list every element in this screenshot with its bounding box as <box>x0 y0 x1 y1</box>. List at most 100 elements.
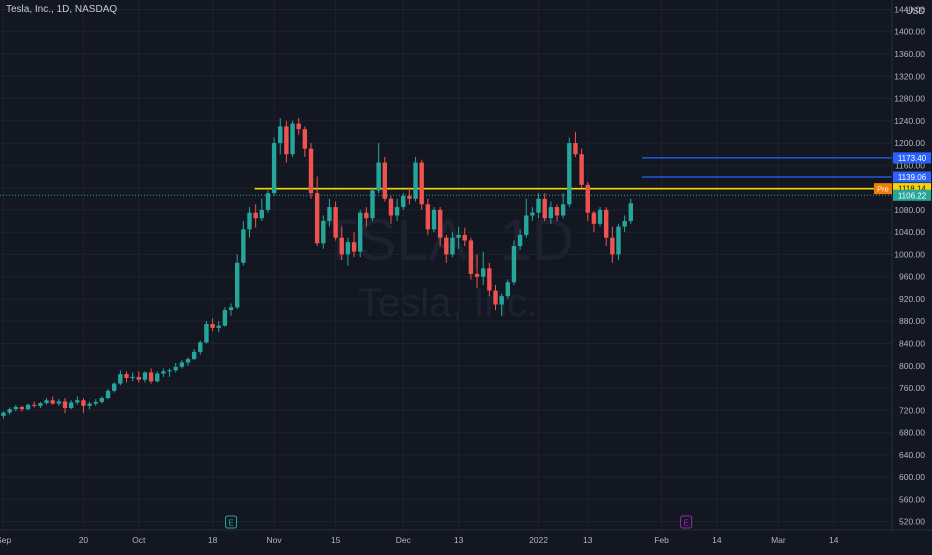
candle-up[interactable] <box>93 399 98 406</box>
candle-down[interactable] <box>610 226 615 263</box>
candle-up[interactable] <box>235 254 240 309</box>
candle-up[interactable] <box>499 293 504 316</box>
candle-down[interactable] <box>388 195 394 224</box>
candle-up[interactable] <box>394 198 400 222</box>
candle-down[interactable] <box>339 226 344 260</box>
candle-down[interactable] <box>124 371 129 383</box>
candle-up[interactable] <box>560 193 566 219</box>
candle-up[interactable] <box>567 137 572 208</box>
candle-up[interactable] <box>1 411 6 419</box>
candle-up[interactable] <box>130 372 135 382</box>
candle-up[interactable] <box>327 198 332 227</box>
candle-down[interactable] <box>136 371 141 383</box>
candle-up[interactable] <box>259 198 264 222</box>
candle-down[interactable] <box>425 198 431 235</box>
candle-down[interactable] <box>50 396 55 405</box>
candle-down[interactable] <box>542 193 547 222</box>
candle-down[interactable] <box>302 126 308 157</box>
candle-down[interactable] <box>308 143 314 199</box>
earnings-marker[interactable]: E <box>225 515 238 529</box>
candle-up[interactable] <box>536 193 541 219</box>
candle-down[interactable] <box>487 262 492 297</box>
candle-up[interactable] <box>511 240 517 286</box>
candle-up[interactable] <box>222 307 228 327</box>
candle-up[interactable] <box>370 187 375 222</box>
candle-down[interactable] <box>364 207 369 227</box>
candle-up[interactable] <box>321 215 326 249</box>
candle-up[interactable] <box>456 226 461 249</box>
candle-down[interactable] <box>407 187 412 205</box>
earnings-upcoming-marker[interactable]: E <box>680 515 693 529</box>
candle-up[interactable] <box>38 401 43 409</box>
candle-up[interactable] <box>597 207 603 227</box>
price-axis[interactable]: 520.00 560.00 600.00 640.00 680.00 720.00 760.… <box>891 0 932 530</box>
candle-down[interactable] <box>32 401 37 408</box>
candle-up[interactable] <box>75 396 80 405</box>
candle-up[interactable] <box>56 399 62 406</box>
candle-up[interactable] <box>450 232 455 258</box>
candle-up[interactable] <box>112 382 117 393</box>
candle-up[interactable] <box>628 198 633 224</box>
candle-up[interactable] <box>431 207 437 233</box>
candle-up[interactable] <box>142 371 148 383</box>
candle-up[interactable] <box>345 237 351 266</box>
candle-down[interactable] <box>382 156 387 202</box>
candles[interactable] <box>1 118 633 419</box>
candle-up[interactable] <box>271 137 277 196</box>
candle-up[interactable] <box>505 279 510 299</box>
candle-up[interactable] <box>216 321 221 333</box>
candle-down[interactable] <box>468 237 474 280</box>
candle-down[interactable] <box>579 148 584 188</box>
candle-down[interactable] <box>493 285 498 311</box>
candle-up[interactable] <box>204 321 209 344</box>
candle-up[interactable] <box>7 407 12 415</box>
candle-up[interactable] <box>616 223 621 260</box>
candle-up[interactable] <box>265 190 271 213</box>
candle-up[interactable] <box>358 209 363 258</box>
candle-up[interactable] <box>524 198 529 238</box>
candle-down[interactable] <box>554 204 560 222</box>
candle-up[interactable] <box>191 349 197 361</box>
candle-down[interactable] <box>444 234 449 263</box>
candle-down[interactable] <box>296 118 301 135</box>
candle-down[interactable] <box>604 207 609 247</box>
candle-up[interactable] <box>278 118 283 155</box>
time-axis[interactable]: Sep 20 Oct 18 Nov 15 Dec 13 2022 13 Feb 14 Mar 14 <box>0 529 932 545</box>
candle-down[interactable] <box>19 405 25 412</box>
candle-down[interactable] <box>573 131 578 157</box>
candle-down[interactable] <box>314 176 320 247</box>
candle-down[interactable] <box>591 210 597 233</box>
candle-up[interactable] <box>548 201 554 224</box>
candle-up[interactable] <box>44 398 49 405</box>
candle-down[interactable] <box>462 227 467 247</box>
candle-down[interactable] <box>351 232 357 258</box>
candle-up[interactable] <box>105 389 111 400</box>
candle-up[interactable] <box>99 396 105 404</box>
candle-up[interactable] <box>118 370 123 386</box>
candle-up[interactable] <box>481 251 486 286</box>
candle-up[interactable] <box>179 360 185 369</box>
candle-up[interactable] <box>530 207 535 222</box>
candle-down[interactable] <box>437 207 443 247</box>
candle-down[interactable] <box>253 204 258 228</box>
candle-up[interactable] <box>290 120 295 157</box>
candle-up[interactable] <box>185 357 191 366</box>
candle-up[interactable] <box>247 207 252 238</box>
candle-up[interactable] <box>25 403 31 411</box>
candle-down[interactable] <box>81 398 86 414</box>
candle-down[interactable] <box>284 120 289 163</box>
candle-up[interactable] <box>161 368 166 377</box>
candle-up[interactable] <box>87 401 92 410</box>
candle-up[interactable] <box>228 303 234 316</box>
candle-up[interactable] <box>68 400 74 410</box>
candle-up[interactable] <box>376 143 381 194</box>
candle-up[interactable] <box>13 404 18 412</box>
candle-down[interactable] <box>419 159 424 210</box>
candle-up[interactable] <box>241 221 246 266</box>
candle-up[interactable] <box>622 215 627 233</box>
candle-down[interactable] <box>62 398 68 414</box>
candle-down[interactable] <box>210 318 215 332</box>
candle-up[interactable] <box>413 156 418 202</box>
